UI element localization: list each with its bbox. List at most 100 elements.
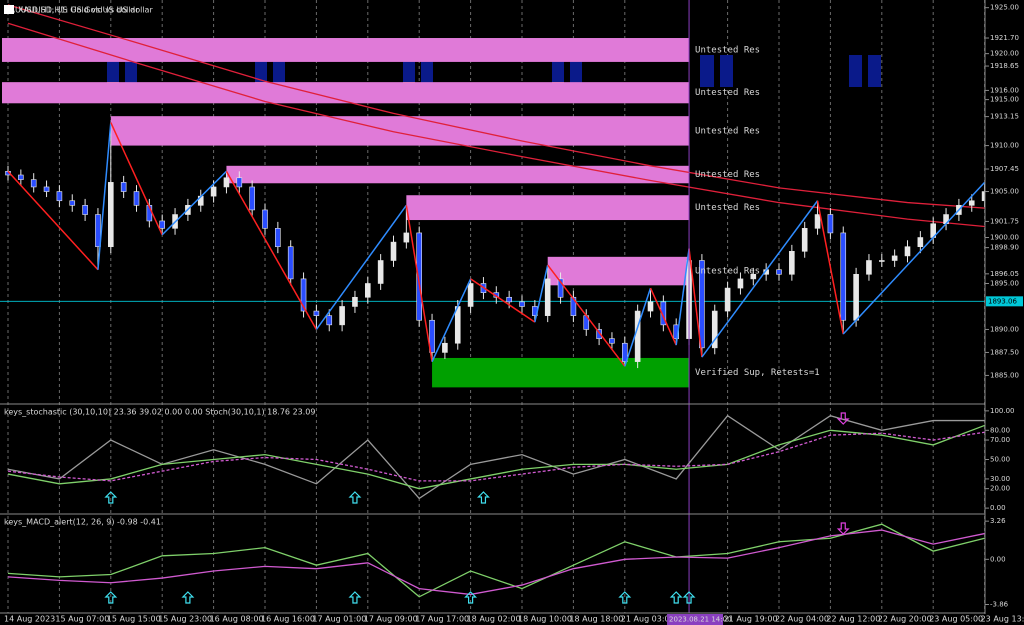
candle-body bbox=[82, 205, 88, 215]
session-box bbox=[273, 55, 285, 87]
y-tick-label: 1898.90 bbox=[990, 244, 1019, 252]
candle-body bbox=[108, 182, 114, 248]
session-box bbox=[421, 55, 433, 87]
crosshair-label: 2023.08.21 14:00 bbox=[669, 616, 731, 624]
candle-body bbox=[416, 232, 423, 321]
zone bbox=[547, 256, 690, 286]
candle-body bbox=[30, 179, 37, 188]
x-tick-label: 15 Aug 23:00 bbox=[158, 615, 212, 624]
session-box bbox=[570, 55, 582, 87]
zigzag-leg bbox=[624, 287, 652, 367]
y-tick-label: 1915.00 bbox=[990, 96, 1019, 104]
candle-body bbox=[377, 260, 384, 284]
zone-label: Untested Res bbox=[695, 203, 760, 213]
x-tick-label: 16 Aug 16:00 bbox=[261, 615, 315, 624]
zone-label: Untested Res bbox=[695, 88, 760, 98]
y-tick-label: 1921.70 bbox=[990, 34, 1019, 42]
y-tick-label: 80.00 bbox=[990, 426, 1010, 434]
x-tick-label: 23 Aug 05:00 bbox=[929, 615, 983, 624]
zigzag-leg bbox=[675, 248, 690, 346]
candle-body bbox=[570, 296, 577, 316]
indicator-line bbox=[7, 424, 985, 490]
candle-body bbox=[120, 182, 127, 192]
candle-body bbox=[891, 255, 898, 261]
candle-body bbox=[95, 214, 101, 248]
y-tick-label: 1895.00 bbox=[990, 279, 1019, 287]
zigzag-leg bbox=[842, 181, 986, 335]
candle-body bbox=[737, 278, 744, 289]
candle-body bbox=[840, 232, 847, 321]
x-tick-label: 22 Aug 04:00 bbox=[775, 615, 829, 624]
candle-body bbox=[275, 228, 281, 248]
candle-body bbox=[56, 191, 63, 202]
y-tick-label: 20.00 bbox=[990, 485, 1010, 493]
price-axis-bg bbox=[985, 0, 1024, 614]
session-box bbox=[125, 55, 137, 87]
candle-body bbox=[724, 287, 731, 312]
zone-label: Untested Res bbox=[695, 45, 760, 55]
chart-title: XAUUSD,H1: US Gold vs US dollar bbox=[18, 6, 153, 15]
panel-title: keys_stochastic (30,10,10) 23.36 39.02 0… bbox=[4, 408, 315, 417]
session-box bbox=[403, 55, 415, 87]
candle-body bbox=[750, 273, 757, 280]
x-tick-label: 18 Aug 18:00 bbox=[569, 615, 623, 624]
candle-body bbox=[313, 310, 320, 316]
buy-arrow bbox=[477, 491, 490, 504]
current-price-label: 1893.06 bbox=[988, 297, 1017, 305]
zone-label: Untested Res bbox=[695, 126, 760, 136]
session-box bbox=[700, 55, 714, 87]
zone bbox=[2, 82, 690, 104]
buy-arrow bbox=[682, 591, 696, 604]
buy-arrow bbox=[104, 491, 118, 504]
candle-body bbox=[711, 310, 718, 349]
candle-body bbox=[621, 342, 628, 362]
zone bbox=[226, 165, 690, 184]
candle-body bbox=[18, 174, 24, 180]
candle-body bbox=[69, 200, 76, 206]
x-tick-label: 17 Aug 01:00 bbox=[312, 615, 366, 624]
session-box bbox=[552, 55, 564, 87]
y-tick-label: 1890.00 bbox=[990, 325, 1019, 333]
candle-body bbox=[133, 191, 140, 206]
indicator-line bbox=[7, 523, 985, 598]
x-tick-label: 23 Aug 13:00 bbox=[981, 615, 1024, 624]
buy-arrow bbox=[618, 591, 632, 604]
y-tick-label: 1896.05 bbox=[990, 270, 1019, 278]
x-tick-label: 16 Aug 08:00 bbox=[210, 615, 264, 624]
zigzag-leg bbox=[225, 170, 318, 330]
candle-body bbox=[878, 260, 885, 262]
y-tick-label: 1920.00 bbox=[990, 50, 1019, 58]
sell-arrow bbox=[836, 412, 850, 425]
zigzag-leg bbox=[816, 200, 844, 335]
y-tick-label: 100.00 bbox=[990, 407, 1015, 415]
x-tick-label: 22 Aug 12:00 bbox=[826, 615, 880, 624]
y-tick-label: 70.00 bbox=[990, 436, 1010, 444]
zigzag-leg bbox=[470, 278, 536, 323]
y-tick-label: 1885.00 bbox=[990, 371, 1019, 379]
zigzag-leg bbox=[688, 248, 703, 358]
y-tick-label: 50.00 bbox=[990, 455, 1010, 463]
candle-body bbox=[339, 306, 345, 326]
zigzag-leg bbox=[161, 170, 227, 236]
zigzag-leg bbox=[431, 278, 472, 362]
y-tick-label: 1925.00 bbox=[990, 4, 1019, 12]
buy-arrow bbox=[104, 591, 118, 604]
session-box bbox=[849, 55, 862, 87]
zone bbox=[110, 116, 690, 146]
y-tick-label: 1910.00 bbox=[990, 142, 1019, 150]
y-tick-label: 1907.45 bbox=[990, 165, 1019, 173]
y-tick-label: 0.00 bbox=[990, 504, 1006, 512]
candle-body bbox=[609, 338, 615, 344]
session-box bbox=[868, 55, 881, 87]
x-tick-label: 15 Aug 07:00 bbox=[55, 615, 109, 624]
y-tick-label: 1901.75 bbox=[990, 217, 1019, 225]
candle-body bbox=[853, 273, 859, 321]
candle-body bbox=[262, 209, 268, 229]
candle-body bbox=[352, 296, 358, 307]
y-tick-label: 1905.00 bbox=[990, 188, 1019, 196]
crosshair-box bbox=[667, 614, 724, 625]
current-price-box bbox=[986, 296, 1023, 307]
y-tick-label: 1887.50 bbox=[990, 348, 1019, 356]
